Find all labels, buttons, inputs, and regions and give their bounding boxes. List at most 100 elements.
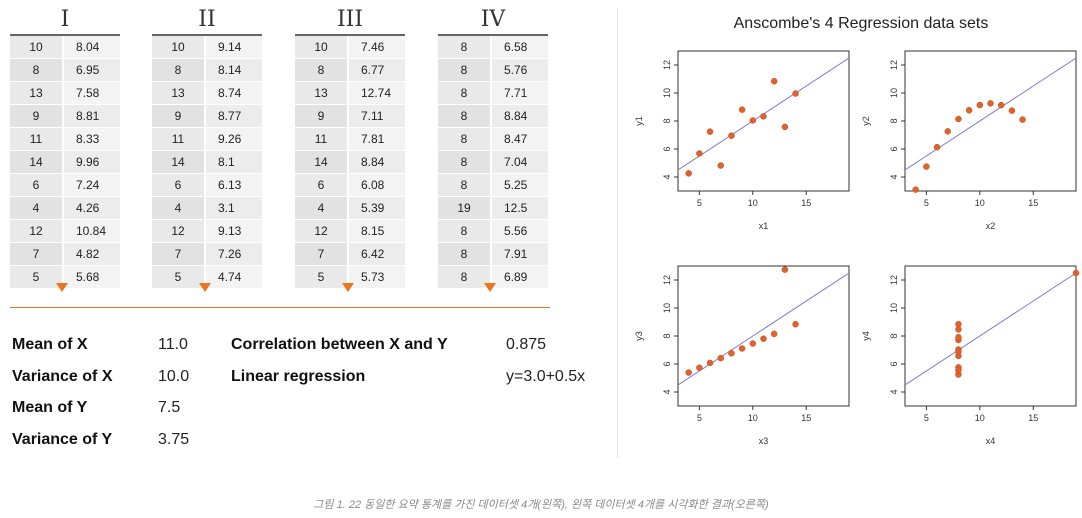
x-cell: 7 (295, 243, 347, 265)
data-point (770, 77, 778, 85)
table-row: 10 8.04 (10, 36, 120, 59)
table-row: 9 8.81 (10, 105, 120, 128)
data-point (685, 369, 692, 376)
data-point (955, 326, 962, 333)
table-row: 8 7.04 (438, 151, 548, 174)
dataset-table: II 10 9.14 8 8.14 13 8.74 9 8.77 11 9.26 14 8.1 6 6.13… (152, 6, 262, 289)
y-cell: 12.74 (349, 82, 405, 104)
y-cell: 8.47 (492, 128, 548, 150)
x-cell: 6 (152, 174, 204, 196)
x-axis-label: x4 (986, 436, 996, 446)
data-point (955, 334, 962, 341)
data-point (933, 143, 941, 151)
table-row: 5 4.74 (152, 266, 262, 289)
y-tick-label: 8 (662, 118, 672, 123)
y-tick-label: 12 (889, 60, 899, 70)
y-tick-label: 4 (662, 174, 672, 179)
mean-y-value: 7.5 (158, 399, 181, 416)
x-cell: 12 (10, 220, 62, 242)
table-row: 13 8.74 (152, 82, 262, 105)
data-point (760, 113, 767, 120)
data-point (728, 132, 735, 139)
x-axis-label: x1 (759, 221, 769, 231)
x-tick-label: 5 (924, 198, 929, 208)
table-row: 11 7.81 (295, 128, 405, 151)
dataset-label: I (60, 7, 70, 32)
x-cell: 8 (10, 59, 62, 81)
panel-divider (617, 8, 618, 458)
y-tick-label: 6 (662, 146, 672, 151)
table-row: 7 4.82 (10, 243, 120, 266)
x-cell: 8 (152, 59, 204, 81)
data-point (997, 101, 1005, 109)
x-cell: 14 (10, 151, 62, 173)
table-row: 14 9.96 (10, 151, 120, 174)
y-tick-label: 10 (662, 88, 672, 98)
data-point (987, 100, 994, 107)
table-row: 8 7.71 (438, 82, 548, 105)
data-point (706, 359, 714, 367)
x-cell: 8 (295, 59, 347, 81)
y-cell: 5.76 (492, 59, 548, 81)
x-cell: 8 (438, 59, 490, 81)
x-tick-label: 5 (924, 413, 929, 423)
table-row: 12 9.13 (152, 220, 262, 243)
y-cell: 6.58 (492, 36, 548, 58)
y-cell: 6.13 (206, 174, 262, 196)
dataset-label: III (336, 7, 364, 32)
table-row: 12 10.84 (10, 220, 120, 243)
y-tick-label: 10 (889, 303, 899, 313)
x-cell: 14 (295, 151, 347, 173)
table-row: 5 5.73 (295, 266, 405, 289)
mean-x-label: Mean of X (12, 336, 88, 353)
table-row: 8 7.91 (438, 243, 548, 266)
data-point (749, 117, 757, 124)
y-cell: 8.33 (64, 128, 120, 150)
y-cell: 6.95 (64, 59, 120, 81)
x-tick-label: 15 (1028, 198, 1038, 208)
x-tick-label: 10 (975, 198, 985, 208)
plot-frame (677, 50, 850, 192)
data-point (792, 320, 799, 328)
mean-y-label: Mean of Y (12, 399, 88, 416)
y-cell: 8.1 (206, 151, 262, 173)
data-point (1072, 269, 1080, 277)
table-row: 8 6.58 (438, 36, 548, 59)
y-cell: 12.5 (492, 197, 548, 219)
x-cell: 7 (152, 243, 204, 265)
x-cell: 5 (295, 266, 347, 288)
x-cell: 10 (10, 36, 62, 58)
y-tick-label: 10 (889, 88, 899, 98)
y-cell: 5.25 (492, 174, 548, 196)
y-cell: 8.84 (349, 151, 405, 173)
x-tick-label: 15 (801, 413, 811, 423)
triangle-down-icon (342, 283, 354, 292)
dataset-label: IV (480, 7, 506, 32)
data-point (749, 340, 757, 347)
table-row: 8 5.56 (438, 220, 548, 243)
data-point (770, 330, 778, 338)
y-cell: 8.81 (64, 105, 120, 127)
table-row: 14 8.1 (152, 151, 262, 174)
y-cell: 7.24 (64, 174, 120, 196)
dataset-table: III 10 7.46 8 6.77 13 12.74 9 7.11 11 7.81 14 8.84 6 6… (295, 6, 405, 289)
x-cell: 11 (10, 128, 62, 150)
y-cell: 8.04 (64, 36, 120, 58)
y-cell: 4.74 (206, 266, 262, 288)
chart-title: Anscombe's 4 Regression data sets (734, 15, 989, 32)
table-row: 8 6.77 (295, 59, 405, 82)
y-cell: 9.26 (206, 128, 262, 150)
data-point (706, 128, 714, 135)
table-row: 8 8.84 (438, 105, 548, 128)
y-cell: 7.26 (206, 243, 262, 265)
table-row: 14 8.84 (295, 151, 405, 174)
y-cell: 4.26 (64, 197, 120, 219)
x-cell: 4 (10, 197, 62, 219)
y-cell: 7.71 (492, 82, 548, 104)
y-tick-label: 12 (662, 275, 672, 285)
dataset-table: I 10 8.04 8 6.95 13 7.58 9 8.81 11 8.33 14 9.96 6 7.24… (10, 6, 120, 289)
y-tick-label: 12 (662, 60, 672, 70)
y-cell: 8.15 (349, 220, 405, 242)
y-cell: 7.58 (64, 82, 120, 104)
x-tick-label: 10 (748, 413, 758, 423)
